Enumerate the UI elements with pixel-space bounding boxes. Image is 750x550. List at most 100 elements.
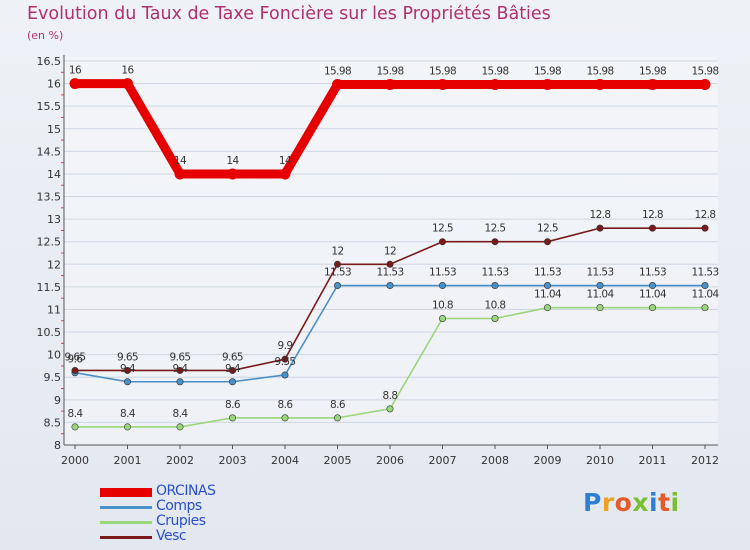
data-label-vesc: 12.8 [642, 209, 663, 221]
x-tick-label: 2011 [639, 454, 667, 467]
data-point-orcinas [594, 78, 606, 90]
data-point-orcinas [122, 78, 133, 90]
y-tick-label: 15.5 [37, 100, 62, 113]
data-label-orcinas: 16 [121, 65, 134, 77]
x-tick-label: 2012 [691, 454, 719, 467]
logo-letter: i [649, 488, 659, 517]
data-point-vesc [701, 224, 709, 232]
data-label-vesc: 9.65 [65, 351, 86, 363]
data-point-orcinas [332, 78, 343, 90]
legend-label: Vesc [156, 528, 187, 544]
proxiti-logo: Proxiti [583, 488, 680, 517]
logo-letter: r [601, 488, 615, 517]
y-tick-label: 13 [47, 213, 61, 226]
data-point-crupies [281, 414, 289, 422]
data-point-vesc [543, 238, 551, 246]
data-point-comps [596, 282, 604, 290]
data-point-vesc [176, 366, 184, 374]
data-point-crupies [124, 423, 132, 431]
data-point-crupies [438, 315, 446, 323]
y-tick-label: 12 [47, 258, 61, 271]
y-tick-label: 13.5 [37, 191, 62, 204]
data-label-comps: 11.53 [639, 267, 666, 279]
data-point-crupies [701, 304, 709, 312]
data-label-comps: 11.53 [429, 267, 456, 279]
y-tick-label: 8 [54, 439, 61, 452]
data-point-vesc [229, 366, 237, 374]
data-point-orcinas [227, 168, 238, 180]
data-point-vesc [281, 355, 289, 363]
data-point-crupies [176, 423, 184, 431]
data-point-comps [176, 378, 184, 386]
y-tick-label: 8.5 [44, 416, 62, 429]
x-tick-label: 2003 [219, 454, 247, 467]
data-point-vesc [124, 366, 132, 374]
data-label-orcinas: 15.98 [324, 65, 351, 77]
data-label-vesc: 9.9 [278, 340, 293, 352]
data-point-orcinas [437, 78, 448, 90]
y-tick-label: 10.5 [37, 326, 62, 339]
data-labels: 9.6 9.4 9.4 9.4 9.55 11.53 11.53 11.53 11.53 11.5… [65, 65, 721, 420]
data-label-crupies: 8.6 [330, 399, 346, 411]
data-point-comps [701, 282, 709, 290]
y-tick-label: 16 [47, 78, 61, 91]
x-tick-label: 2010 [586, 454, 614, 467]
logo-letter: o [614, 488, 633, 517]
y-tick-label: 10 [47, 349, 61, 362]
data-label-crupies: 8.4 [173, 408, 189, 420]
data-label-orcinas: 15.98 [691, 65, 718, 77]
data-label-vesc: 12.8 [695, 209, 716, 221]
y-tick-label: 14 [47, 168, 61, 181]
data-point-orcinas [542, 78, 553, 90]
logo-letter: t [658, 488, 671, 517]
data-point-comps [386, 282, 394, 290]
data-point-vesc [71, 366, 79, 374]
data-point-crupies [333, 414, 341, 422]
data-point-vesc [491, 238, 499, 246]
data-label-comps: 11.53 [534, 267, 561, 279]
data-label-vesc: 12.5 [485, 223, 506, 235]
x-tick-label: 2007 [429, 454, 457, 467]
data-point-crupies [386, 405, 394, 413]
data-point-vesc [596, 224, 604, 232]
data-point-comps [491, 282, 499, 290]
data-point-comps [124, 378, 132, 386]
data-point-comps [543, 282, 551, 290]
data-label-vesc: 12 [331, 245, 343, 257]
data-label-orcinas: 15.98 [481, 65, 508, 77]
data-label-vesc: 9.65 [222, 351, 243, 363]
x-tick-label: 2001 [114, 454, 142, 467]
data-point-crupies [596, 304, 604, 312]
data-label-orcinas: 15.98 [534, 65, 561, 77]
data-label-orcinas: 15.98 [429, 65, 456, 77]
data-point-orcinas [489, 78, 501, 90]
data-point-orcinas [384, 78, 396, 90]
logo-letter: i [670, 488, 680, 517]
data-label-orcinas: 16 [69, 65, 82, 77]
plot-area [64, 57, 718, 445]
y-tick-label: 14.5 [37, 145, 62, 158]
data-label-crupies: 8.4 [120, 408, 136, 420]
data-label-orcinas: 14 [226, 155, 239, 167]
y-tick-label: 12.5 [37, 236, 62, 249]
data-label-comps: 9.4 [173, 363, 189, 375]
y-tick-label: 11.5 [37, 281, 62, 294]
data-label-vesc: 12 [384, 245, 396, 257]
legend-swatch [100, 506, 152, 509]
data-label-vesc: 9.65 [117, 351, 138, 363]
data-label-orcinas: 14 [279, 155, 292, 167]
data-point-comps [229, 378, 237, 386]
logo-letter: x [632, 488, 649, 517]
data-point-vesc [648, 224, 656, 232]
data-point-orcinas [69, 78, 81, 90]
x-tick-label: 2005 [324, 454, 352, 467]
data-point-comps [281, 371, 289, 379]
data-label-comps: 11.53 [324, 267, 351, 279]
data-label-crupies: 8.6 [278, 399, 294, 411]
data-point-comps [333, 282, 341, 290]
legend-label: ORCINAS [156, 483, 216, 499]
data-label-vesc: 12.5 [537, 223, 558, 235]
data-label-comps: 11.53 [691, 267, 718, 279]
data-label-comps: 9.55 [275, 356, 296, 368]
